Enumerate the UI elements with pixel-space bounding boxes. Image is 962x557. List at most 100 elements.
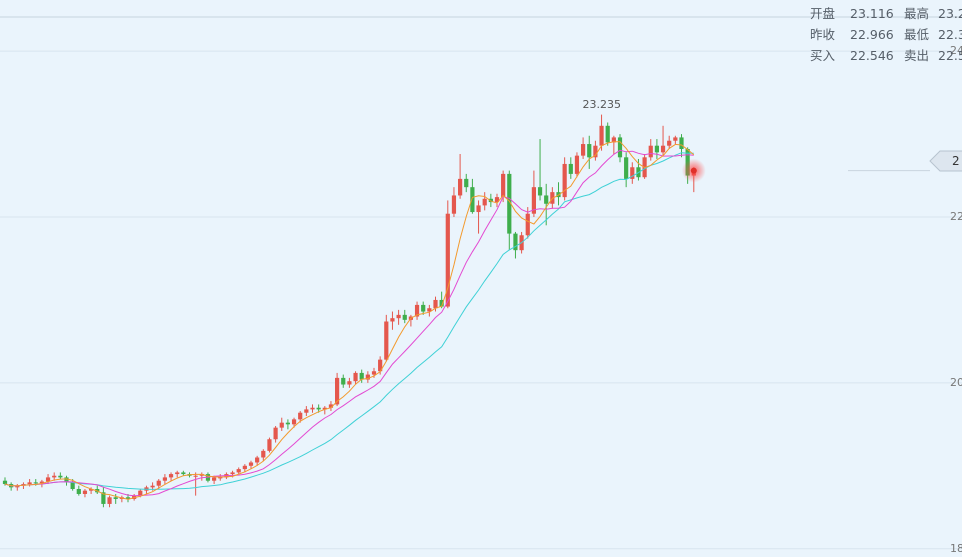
candle [27, 479, 32, 487]
candle [494, 193, 500, 208]
candle-body [581, 144, 586, 156]
candle-body [654, 145, 659, 153]
open-value: 23.116 [850, 6, 894, 21]
quote-row-bid: 买入 22.546 卖出 22.5 [810, 45, 962, 66]
candle-body [531, 187, 536, 214]
candle [279, 417, 284, 431]
candle-body [476, 205, 481, 213]
candle-body [70, 482, 75, 490]
candle-body [89, 489, 94, 491]
candle-body [458, 178, 463, 196]
candle [587, 135, 592, 169]
candle-body [439, 299, 444, 307]
candle-body [605, 125, 610, 143]
candle [193, 472, 198, 496]
prev-close-label: 昨收 [810, 27, 836, 42]
candle-body [125, 497, 131, 499]
candle-body [525, 213, 530, 236]
candle [144, 485, 149, 494]
candle [341, 374, 346, 388]
candle-body [181, 472, 186, 475]
candle [544, 183, 549, 226]
candle [76, 485, 81, 496]
candle [421, 301, 426, 315]
candle-body [593, 145, 598, 158]
candle [451, 187, 457, 218]
candle [347, 377, 352, 388]
candle [248, 460, 254, 470]
y-tick-label: 24 [950, 44, 962, 58]
candle-body [101, 492, 106, 504]
candle [82, 489, 88, 498]
candle [396, 309, 401, 325]
candle [605, 122, 610, 146]
candle-body [347, 381, 352, 385]
candle [384, 314, 389, 362]
candle-body [617, 137, 623, 158]
candle-body [255, 457, 260, 463]
candle [611, 135, 616, 154]
candle-body [494, 197, 500, 203]
candle [599, 114, 604, 151]
candle [285, 419, 290, 430]
candle-body [396, 314, 401, 319]
candle-body [138, 490, 143, 496]
candle [199, 472, 204, 481]
candle [359, 369, 364, 383]
candle [507, 170, 512, 251]
last-price-tag: 2 [928, 150, 962, 172]
candle-body [156, 480, 161, 486]
candle [414, 301, 420, 320]
candle [64, 475, 69, 486]
candle-body [673, 137, 678, 141]
candle [181, 470, 186, 476]
candle-body [273, 427, 278, 440]
candle [236, 467, 241, 475]
candle-body [402, 314, 407, 320]
candle-body [365, 374, 370, 380]
candle [470, 178, 475, 214]
candle-body [378, 359, 383, 372]
candle-body [451, 195, 457, 214]
candle [335, 372, 340, 407]
ma20-line [4, 152, 694, 490]
candle [365, 371, 370, 383]
candle-body [414, 304, 420, 317]
candle [660, 125, 666, 156]
candle-body [242, 465, 247, 470]
candle-body [107, 497, 112, 504]
candle-body [168, 474, 174, 478]
candle [624, 152, 629, 188]
candle-body [113, 497, 118, 499]
high-label: 最高 [904, 6, 930, 21]
candle-body [371, 371, 377, 375]
candle-body [304, 409, 309, 413]
ask-label: 卖出 [904, 48, 930, 63]
candle [390, 311, 395, 330]
ma10-line [4, 149, 694, 497]
candle-body [421, 304, 426, 312]
candle [15, 484, 20, 491]
candle [630, 162, 635, 184]
candle-body [335, 377, 340, 405]
candle-body [285, 422, 290, 425]
candle [328, 401, 334, 412]
candle [45, 474, 51, 485]
candle-body [660, 145, 666, 153]
candle [648, 139, 653, 161]
candle-body [353, 372, 358, 382]
candle-body [544, 195, 549, 204]
candle [482, 192, 487, 211]
candle-body [52, 475, 57, 478]
candle-body [218, 477, 223, 479]
candle [537, 139, 543, 201]
candle-body [175, 472, 180, 475]
candle-body [33, 482, 38, 484]
quote-panel: 开盘 23.116 最高 23.2 昨收 22.966 最低 22.3 买入 22.546 卖出… [810, 3, 962, 66]
candle-body [445, 213, 450, 307]
candle-body [630, 167, 635, 179]
candle [593, 140, 598, 161]
candle-body [390, 318, 395, 322]
candle [513, 231, 518, 259]
